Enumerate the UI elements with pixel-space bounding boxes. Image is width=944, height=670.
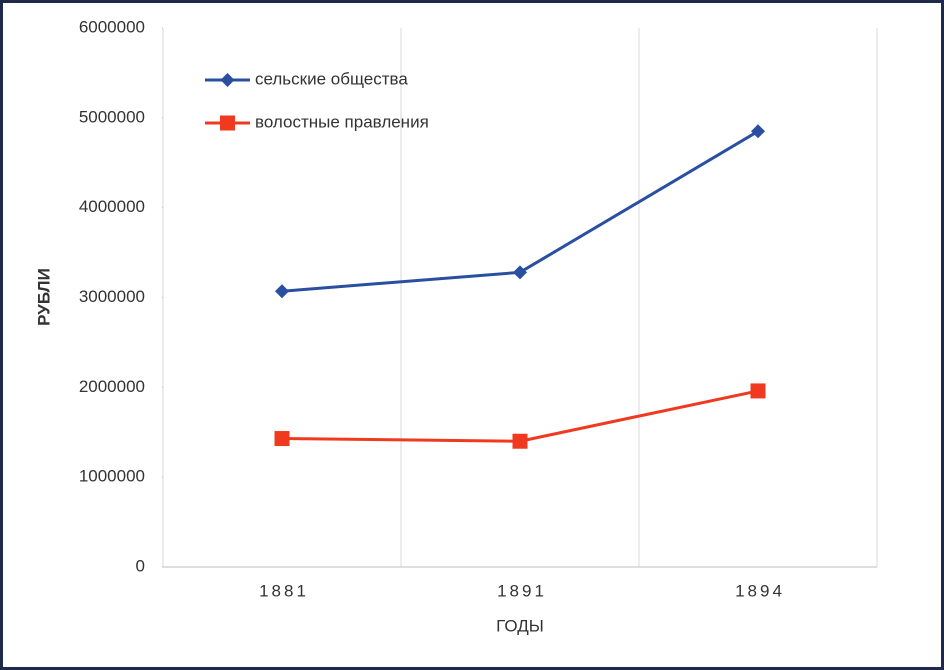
y-tick-label: 6000000 — [79, 17, 145, 36]
legend-label: сельские общества — [255, 69, 408, 88]
marker — [275, 284, 289, 299]
marker — [512, 433, 528, 449]
marker — [751, 124, 765, 139]
x-tick-label: 1891 — [497, 581, 547, 600]
x-axis-title: ГОДЫ — [496, 616, 544, 635]
marker — [220, 73, 235, 87]
marker — [750, 383, 766, 399]
marker — [513, 265, 527, 280]
marker — [274, 431, 290, 447]
y-tick-label: 5000000 — [79, 107, 145, 126]
legend-label: волостные правления — [255, 112, 429, 131]
y-tick-label: 4000000 — [79, 197, 145, 216]
y-tick-label: 2000000 — [79, 377, 145, 396]
y-tick-label: 0 — [136, 556, 145, 575]
y-tick-label: 1000000 — [79, 467, 145, 486]
x-tick-label: 1894 — [735, 581, 785, 600]
y-tick-label: 3000000 — [79, 287, 145, 306]
x-tick-label: 1881 — [259, 581, 309, 600]
marker — [220, 115, 235, 131]
y-axis-title: РУБЛИ — [34, 268, 53, 326]
